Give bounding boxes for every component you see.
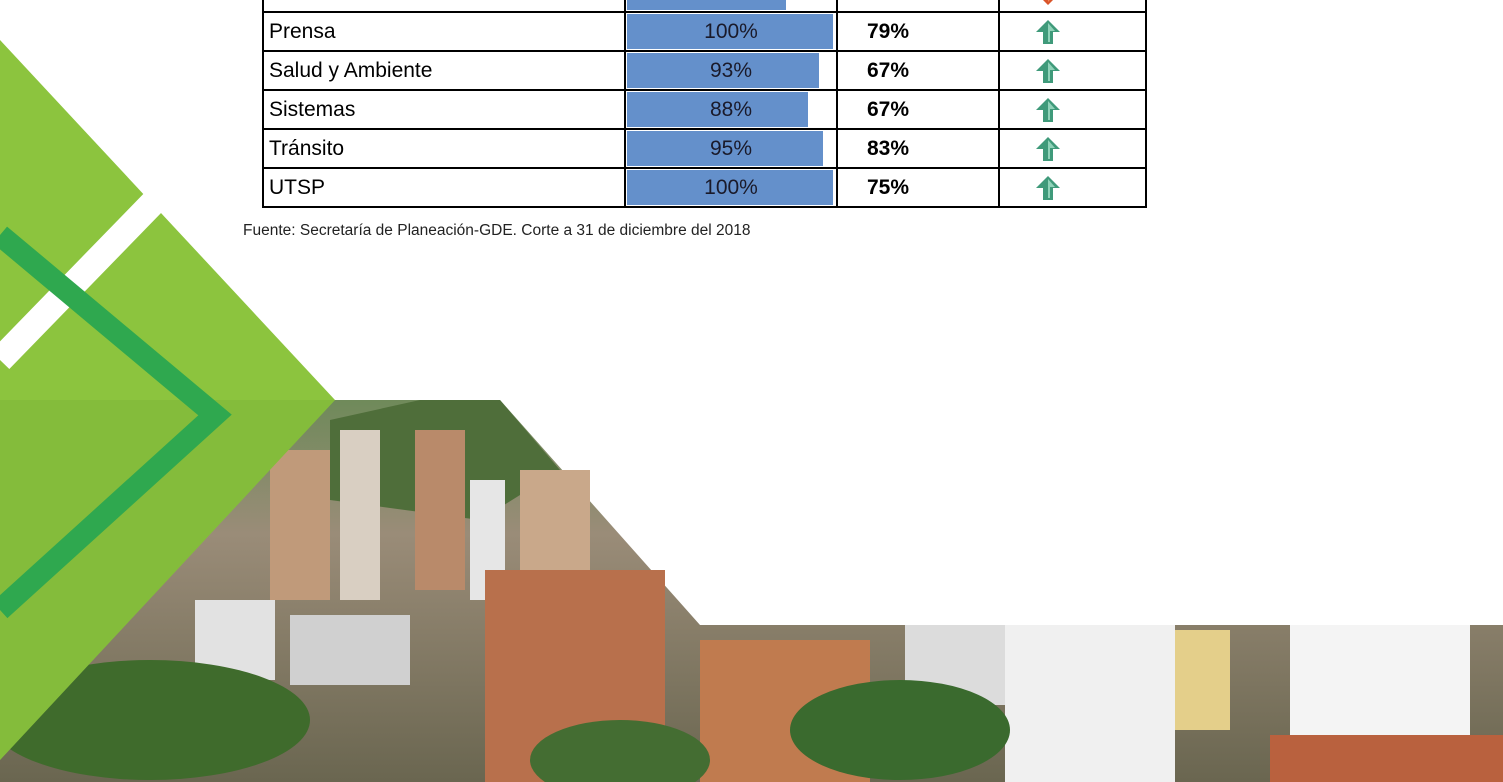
table-row: UTSP 100% 75% [262,167,1147,208]
compliance-cell: 77% [624,0,838,13]
compliance-cell: 88% [624,89,838,130]
compliance-bar [627,170,833,205]
trend-arrow [1036,0,1060,5]
compliance-cell: 95% [624,128,838,169]
trend-arrow [1036,19,1060,44]
score: 67% [836,50,1000,91]
compliance-cell: 93% [624,50,838,91]
department-name: Salud y Ambiente [262,50,626,91]
compliance-bar [627,131,823,166]
city-photo [0,400,1503,782]
compliance-bar [627,0,786,10]
green-decoration [0,0,335,760]
trend-cell [998,50,1147,91]
table-row: Salud y Ambiente 93% 67% [262,50,1147,91]
trend-cell [998,128,1147,169]
trend-arrow [1036,136,1060,161]
trend-cell [998,89,1147,130]
trend-arrow [1036,97,1060,122]
compliance-label: 88% [709,97,753,121]
department-name: Planeación [262,0,626,13]
compliance-cell: 100% [624,11,838,52]
compliance-bar [627,53,819,88]
score: 79% [836,11,1000,52]
footnote: Fuente: Secretaría de Planeación-GDE. Co… [243,222,751,239]
trend-cell [998,0,1147,13]
trend-cell [998,167,1147,208]
compliance-label: 100% [704,175,758,199]
compliance-cell: 100% [624,167,838,208]
compliance-bar [627,14,833,49]
compliance-label: 95% [709,136,753,160]
compliance-bar [627,92,809,127]
trend-cell [998,11,1147,52]
table-row: Planeación77%47% [262,0,1147,13]
department-name: Prensa [262,11,626,52]
trend-arrow [1036,175,1060,200]
table-row: Prensa 100% 79% [262,11,1147,52]
score: 83% [836,128,1000,169]
score: 67% [836,89,1000,130]
score: 75% [836,167,1000,208]
department-name: Sistemas [262,89,626,130]
table-row: Sistemas 88% 67% [262,89,1147,130]
compliance-label: 93% [709,58,753,82]
compliance-label: 77% [626,0,836,5]
score: 47% [836,0,1000,13]
trend-arrow [1036,58,1060,83]
department-name: UTSP [262,167,626,208]
compliance-label: 100% [704,19,758,43]
table-row: Tránsito 95% 83% [262,128,1147,169]
department-name: Tránsito [262,128,626,169]
